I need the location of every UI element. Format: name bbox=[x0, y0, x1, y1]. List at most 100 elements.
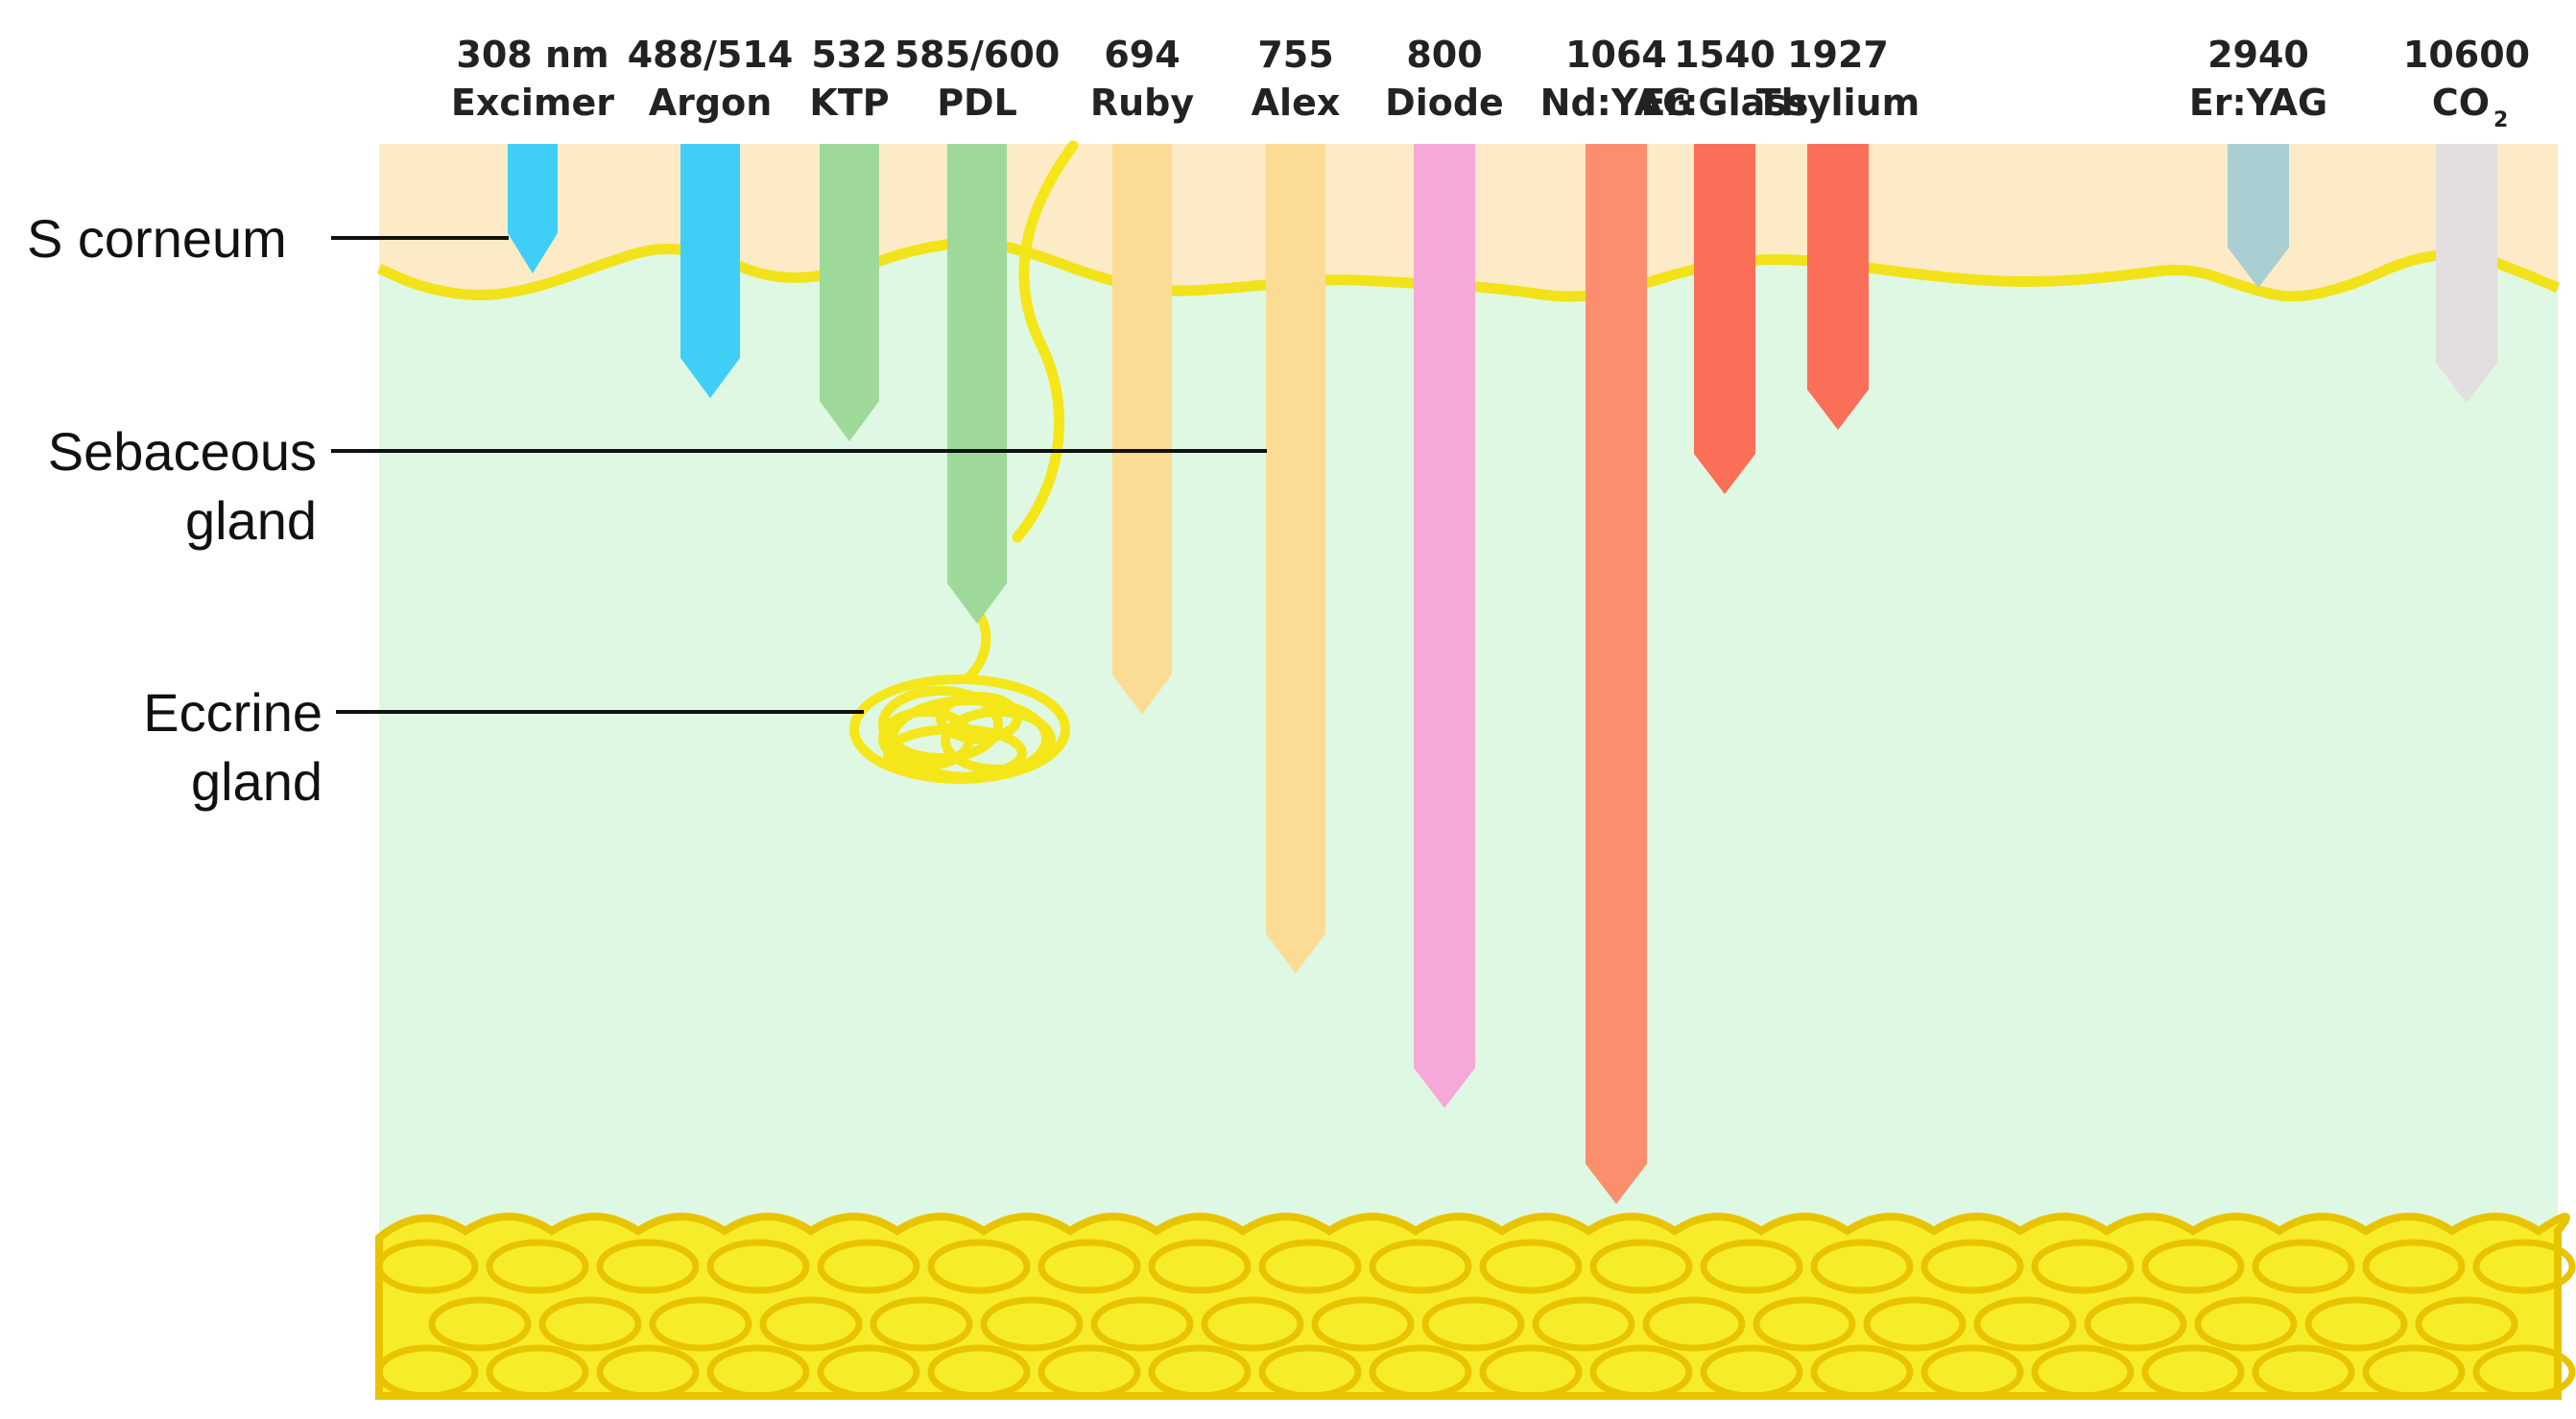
fat-cell bbox=[428, 1296, 532, 1352]
wavelength-label: 532 bbox=[811, 34, 887, 76]
laser-beam-er-glass bbox=[1694, 144, 1755, 494]
eccrine-gland-label-line2: gland bbox=[191, 751, 322, 812]
fat-cell bbox=[596, 1344, 700, 1400]
eccrine-gland-coil bbox=[883, 724, 1027, 782]
laser-labels: 308 nm Excimer 488/514 Argon 532 KTP 585… bbox=[451, 34, 2530, 132]
fat-cell bbox=[1753, 1296, 1856, 1352]
fat-cell bbox=[2084, 1296, 2187, 1352]
fat-cell bbox=[870, 1296, 973, 1352]
label-leader-lines bbox=[331, 236, 1267, 714]
wavelength-label: 1064 bbox=[1565, 34, 1667, 76]
fat-cell bbox=[1642, 1296, 1746, 1352]
fat-cell bbox=[1201, 1296, 1304, 1352]
sebaceous-gland-duct bbox=[1012, 140, 1079, 543]
fat-cell bbox=[1700, 1239, 1803, 1294]
wavelength-label: 308 nm bbox=[456, 34, 608, 76]
wavelength-label: 1540 bbox=[1674, 34, 1776, 76]
fat-cell bbox=[1369, 1239, 1472, 1294]
laser-beam-co bbox=[2436, 144, 2497, 403]
fat-cell bbox=[1479, 1344, 1583, 1400]
glands bbox=[849, 140, 1079, 784]
fat-cell bbox=[2031, 1239, 2135, 1294]
fat-cell bbox=[1258, 1239, 1362, 1294]
fat-cell bbox=[1920, 1239, 2024, 1294]
fat-cell bbox=[817, 1239, 920, 1294]
co2-subscript: 2 bbox=[2493, 108, 2508, 132]
fat-cell bbox=[980, 1296, 1084, 1352]
sebaceous-gland-label-line2: gland bbox=[185, 490, 317, 551]
laser-beam-nd-yag bbox=[1586, 144, 1647, 1204]
fat-cell bbox=[927, 1344, 1031, 1400]
fat-cell bbox=[1700, 1344, 1803, 1400]
fat-cell bbox=[2415, 1296, 2518, 1352]
fat-cell bbox=[706, 1344, 810, 1400]
wavelength-label: 585/600 bbox=[894, 34, 1061, 76]
fat-cell bbox=[1369, 1344, 1472, 1400]
fat-cell bbox=[1479, 1239, 1583, 1294]
fat-cell bbox=[1589, 1344, 1693, 1400]
fat-cell bbox=[2472, 1344, 2576, 1400]
laser-beam-thylium bbox=[1807, 144, 1869, 430]
fat-cell bbox=[2141, 1239, 2245, 1294]
fat-cell bbox=[1148, 1239, 1252, 1294]
eccrine-gland-coil bbox=[936, 692, 1022, 744]
fat-cell bbox=[1532, 1296, 1635, 1352]
fat-cell bbox=[759, 1296, 863, 1352]
fat-cell bbox=[1148, 1344, 1252, 1400]
fat-cell bbox=[1589, 1239, 1693, 1294]
subcutaneous-fat-layer bbox=[375, 1213, 2576, 1400]
fat-cell bbox=[1973, 1296, 2077, 1352]
structure-labels: S corneum Sebaceous gland Eccrine gland bbox=[27, 208, 322, 812]
fat-cell bbox=[1038, 1344, 1141, 1400]
fat-cell bbox=[1810, 1344, 1914, 1400]
fat-cell bbox=[1090, 1296, 1194, 1352]
fat-cell bbox=[2194, 1296, 2298, 1352]
fat-cell bbox=[596, 1239, 700, 1294]
fat-cell bbox=[2472, 1239, 2576, 1294]
fat-cell bbox=[2304, 1296, 2408, 1352]
wavelength-label: 800 bbox=[1406, 34, 1482, 76]
laser-name-label: Ruby bbox=[1090, 82, 1195, 124]
laser-name-label: Alex bbox=[1252, 82, 1341, 124]
laser-name-label: Diode bbox=[1385, 82, 1504, 124]
fat-cell bbox=[1258, 1344, 1362, 1400]
fat-cell bbox=[649, 1296, 752, 1352]
fat-cell bbox=[486, 1239, 589, 1294]
laser-name-label: Thylium bbox=[1756, 82, 1920, 124]
laser-beam-argon bbox=[680, 144, 740, 398]
laser-name-label: PDL bbox=[937, 82, 1017, 124]
laser-beam-diode bbox=[1414, 144, 1475, 1108]
s-corneum-label: S corneum bbox=[27, 208, 287, 269]
wavelength-label: 2940 bbox=[2207, 34, 2309, 76]
wavelength-label: 1927 bbox=[1787, 34, 1889, 76]
fat-cell bbox=[486, 1344, 589, 1400]
eccrine-gland-coil bbox=[878, 686, 1003, 763]
fat-cell bbox=[2141, 1344, 2245, 1400]
laser-name-label: Nd:YAG bbox=[1540, 82, 1693, 124]
fat-cell bbox=[2252, 1239, 2355, 1294]
laser-beam-ruby bbox=[1112, 144, 1172, 715]
fat-cell bbox=[2252, 1344, 2355, 1400]
fat-cell bbox=[1920, 1344, 2024, 1400]
wavelength-label: 694 bbox=[1104, 34, 1180, 76]
laser-beam-er-yag bbox=[2228, 144, 2289, 288]
laser-penetration-beams bbox=[508, 144, 2497, 1204]
fat-cell bbox=[2362, 1344, 2466, 1400]
laser-name-label: KTP bbox=[809, 82, 889, 124]
fat-cell bbox=[1810, 1239, 1914, 1294]
fat-cell bbox=[1311, 1296, 1415, 1352]
eccrine-gland-duct bbox=[965, 609, 991, 681]
laser-name-label: Excimer bbox=[451, 82, 614, 124]
fat-cell bbox=[538, 1296, 642, 1352]
sebaceous-gland-label: Sebaceous bbox=[48, 421, 317, 482]
wavelength-label: 755 bbox=[1257, 34, 1333, 76]
laser-beam-alex bbox=[1266, 144, 1325, 974]
fat-cell bbox=[375, 1344, 479, 1400]
fat-cell bbox=[375, 1239, 479, 1294]
laser-beam-ktp bbox=[820, 144, 879, 441]
fat-cell bbox=[927, 1239, 1031, 1294]
laser-name-label: Argon bbox=[649, 82, 773, 124]
fat-cell bbox=[1421, 1296, 1525, 1352]
fat-cell bbox=[1038, 1239, 1141, 1294]
